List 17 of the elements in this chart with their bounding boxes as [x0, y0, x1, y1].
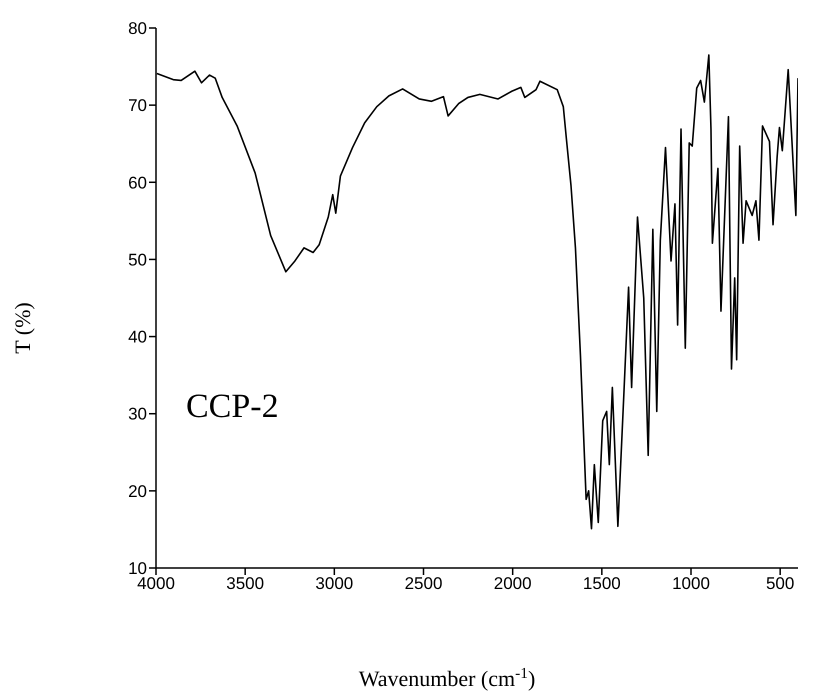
y-tick-label: 80 [128, 19, 147, 38]
x-tick-label: 2500 [404, 574, 442, 594]
y-tick-label: 40 [128, 328, 147, 347]
x-tick-label: 2000 [494, 574, 532, 594]
y-tick-label: 50 [128, 250, 147, 270]
x-tick-label: 1500 [582, 574, 621, 594]
x-tick-label: 1000 [672, 574, 710, 594]
x-tick-label: 500 [766, 574, 794, 594]
x-tick-label: 3500 [226, 574, 264, 594]
y-axis-title: T (%) [10, 302, 35, 354]
y-tick-label: 20 [128, 482, 147, 501]
y-tick-label: 30 [128, 404, 147, 424]
x-axis-title: Wavenumber (cm$^{-1}$) [358, 664, 536, 691]
annotation: CCP-2 [186, 388, 279, 426]
y-tick-label: 60 [128, 173, 147, 192]
x-tick-label: 3000 [315, 574, 354, 594]
y-tick-label: 70 [128, 96, 147, 116]
